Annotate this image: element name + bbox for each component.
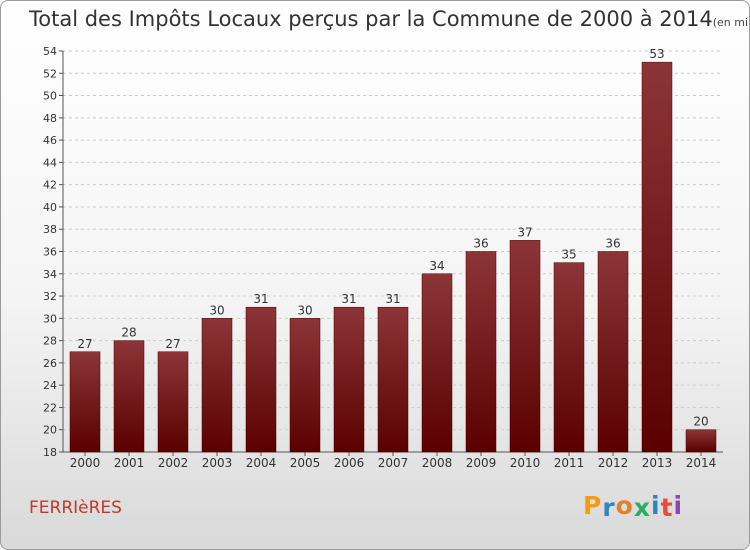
value-label-2012: 36: [605, 237, 620, 251]
bar-2003: [201, 318, 233, 453]
x-tick-label-2007: 2007: [378, 456, 409, 470]
x-tick-label-2014: 2014: [686, 456, 717, 470]
x-tick-label-2005: 2005: [290, 456, 321, 470]
logo-letter: x: [633, 493, 651, 522]
y-tick-label: 46: [43, 134, 57, 147]
y-tick-label: 28: [43, 335, 57, 348]
y-tick-label: 18: [43, 446, 57, 459]
x-tick-label-2002: 2002: [158, 456, 189, 470]
value-label-2004: 31: [253, 292, 268, 306]
x-tick-label-2004: 2004: [246, 456, 277, 470]
proxiti-logo: Proxiti: [583, 491, 684, 522]
y-tick-label: 20: [43, 424, 57, 437]
bar-2012: [597, 251, 629, 453]
bar-2005: [289, 318, 321, 453]
value-label-2007: 31: [385, 292, 400, 306]
x-tick-label-2000: 2000: [70, 456, 101, 470]
bar-2006: [333, 306, 365, 453]
value-label-2006: 31: [341, 292, 356, 306]
y-tick-label: 54: [43, 45, 57, 58]
chart-title: Total des Impôts Locaux perçus par la Co…: [29, 7, 749, 31]
value-label-2000: 27: [77, 337, 92, 351]
bar-2007: [377, 306, 409, 453]
bar-2008: [421, 273, 453, 453]
x-tick-label-2003: 2003: [202, 456, 233, 470]
value-label-2010: 37: [517, 225, 532, 239]
logo-letter: t: [660, 493, 674, 522]
bars: [69, 61, 717, 453]
y-tick-label: 32: [43, 290, 57, 303]
x-tick-label-2009: 2009: [466, 456, 497, 470]
y-tick-label: 44: [43, 156, 57, 169]
value-label-2009: 36: [473, 237, 488, 251]
value-label-2008: 34: [429, 259, 444, 273]
logo-letter: i: [673, 491, 684, 520]
value-label-2011: 35: [561, 248, 576, 262]
value-label-2002: 27: [165, 337, 180, 351]
y-tick-label: 26: [43, 357, 57, 370]
x-tick-label-2012: 2012: [598, 456, 629, 470]
logo-letter: r: [602, 493, 616, 522]
logo-letter: P: [583, 491, 603, 520]
value-label-2001: 28: [121, 326, 136, 340]
bar-2001: [113, 340, 145, 453]
y-tick-label: 36: [43, 246, 57, 259]
value-label-2003: 30: [209, 303, 224, 317]
logo-letter: o: [615, 491, 634, 520]
bar-2002: [157, 351, 189, 453]
value-label-2005: 30: [297, 303, 312, 317]
y-tick-label: 42: [43, 179, 57, 192]
y-tick-label: 22: [43, 401, 57, 414]
y-tick-label: 24: [43, 379, 57, 392]
y-tick-label: 40: [43, 201, 57, 214]
x-tick-label-2011: 2011: [554, 456, 585, 470]
x-tick-label-2001: 2001: [114, 456, 145, 470]
x-tick-label-2006: 2006: [334, 456, 365, 470]
x-tick-label-2013: 2013: [642, 456, 673, 470]
x-tick-label-2010: 2010: [510, 456, 541, 470]
axes: 18 20 22 24 26 28 30 32 34 36 38 40 42 44 46 48 50 52 54 20…: [43, 45, 723, 470]
bar-2011: [553, 262, 585, 453]
y-tick-label: 50: [43, 90, 57, 103]
bar-2014: [685, 429, 717, 453]
logo-letter: i: [651, 491, 661, 520]
bar-2013: [641, 61, 673, 453]
y-tick-label: 52: [43, 67, 57, 80]
value-label-2013: 53: [649, 47, 664, 61]
y-tick-label: 48: [43, 112, 57, 125]
data-labels: 27 28 27 30 31 30 31 31 34 36 37 35 36 53 20: [77, 47, 708, 429]
y-tick-label: 34: [43, 268, 57, 281]
commune-name: FERRIèRES: [29, 498, 122, 518]
y-tick-label: 30: [43, 312, 57, 325]
x-tick-label-2008: 2008: [422, 456, 453, 470]
value-label-2014: 20: [693, 415, 708, 429]
bar-2004: [245, 306, 277, 453]
chart-title-unit: (en milliers d'€): [712, 16, 749, 29]
chart-title-main: Total des Impôts Locaux perçus par la Co…: [29, 7, 713, 31]
y-tick-label: 38: [43, 223, 57, 236]
bar-2000: [69, 351, 101, 453]
bar-2009: [465, 251, 497, 453]
bar-2010: [509, 240, 541, 453]
